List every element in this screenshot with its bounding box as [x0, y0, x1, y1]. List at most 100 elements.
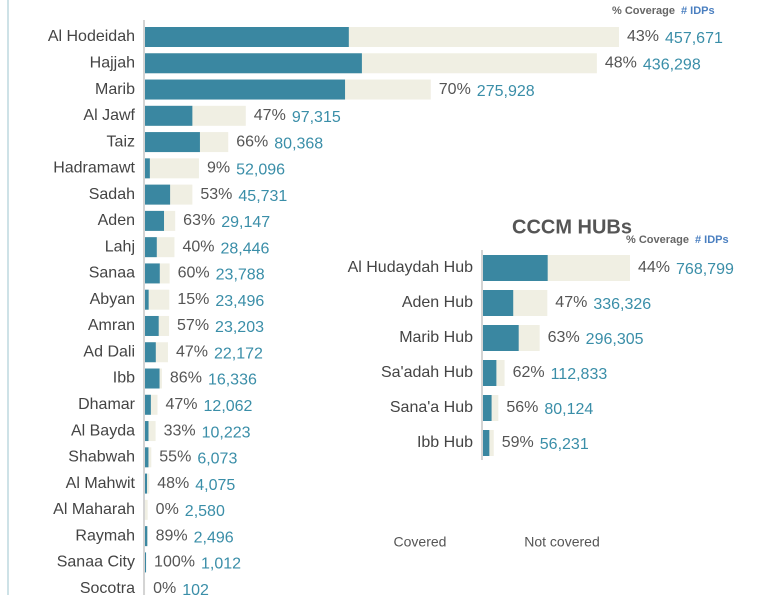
bar-covered [145, 421, 148, 441]
legend-label: Covered [394, 534, 447, 550]
idp-label: 80,368 [274, 135, 323, 152]
coverage-label: 48% [157, 475, 189, 492]
idp-label: 296,305 [586, 331, 644, 348]
idp-label: 97,315 [292, 109, 341, 126]
idp-label: 275,928 [477, 83, 535, 100]
coverage-label: 9% [207, 160, 230, 177]
idp-label: 112,833 [551, 366, 608, 383]
chart-title: CCCM HUBs [512, 216, 632, 238]
bar-covered [145, 369, 160, 389]
bar-covered [145, 474, 147, 494]
coverage-label: 100% [154, 554, 195, 571]
legend-label: Not covered [524, 534, 599, 550]
bar-covered [145, 158, 150, 178]
coverage-label: 66% [236, 133, 268, 150]
idp-label: 102 [182, 582, 209, 595]
category-label: Aden Hub [402, 294, 473, 311]
category-label: Socotra [80, 580, 135, 595]
idp-label: 80,124 [544, 401, 593, 418]
bar-covered [145, 27, 349, 47]
category-label: Sanaa [89, 265, 135, 282]
idp-label: 23,788 [216, 267, 265, 284]
idp-label: 457,671 [665, 30, 723, 47]
category-label: Aden [98, 212, 135, 229]
coverage-label: 0% [156, 501, 179, 518]
coverage-label: 33% [164, 422, 196, 439]
category-label: Amran [88, 317, 135, 334]
coverage-label: 86% [170, 370, 202, 387]
idp-label: 1,012 [201, 556, 241, 573]
idp-label: 6,073 [197, 451, 237, 468]
idp-label: 12,062 [204, 398, 253, 415]
bar-not-covered [145, 500, 148, 520]
category-label: Ibb [113, 370, 135, 387]
coverage-label: 43% [627, 28, 659, 45]
category-label: Sana'a Hub [390, 399, 473, 416]
idp-label: 45,731 [238, 188, 287, 205]
header-label: # IDPs [695, 234, 729, 246]
category-label: Al Hodeidah [48, 28, 135, 45]
bar-covered [145, 552, 146, 572]
bar-covered [145, 53, 362, 73]
coverage-label: 53% [200, 186, 232, 203]
bar-covered [145, 447, 148, 467]
coverage-label: 60% [178, 265, 210, 282]
category-label: Marib [95, 81, 135, 98]
bar-covered [145, 342, 156, 362]
idp-label: 28,446 [220, 240, 269, 257]
bar-covered [483, 430, 489, 456]
bar-covered [145, 80, 345, 100]
category-label: Shabwah [68, 449, 135, 466]
coverage-label: 40% [182, 238, 214, 255]
category-label: Sanaa City [57, 554, 135, 571]
coverage-label: 47% [555, 294, 587, 311]
category-label: Lahj [105, 238, 135, 255]
category-label: Hadramawt [53, 160, 135, 177]
bar-covered [483, 255, 548, 281]
category-label: Al Bayda [71, 422, 135, 439]
idp-label: 56,231 [540, 436, 589, 453]
idp-label: 16,336 [208, 372, 257, 389]
category-label: Al Maharah [53, 501, 135, 518]
idp-label: 2,580 [185, 503, 225, 520]
idp-label: 2,496 [194, 529, 234, 546]
idp-label: 52,096 [236, 162, 285, 179]
category-label: Hajjah [90, 54, 135, 71]
bar-covered [145, 526, 147, 546]
category-label: Taiz [107, 133, 135, 150]
category-label: Sadah [89, 186, 135, 203]
idp-label: 436,298 [643, 56, 701, 73]
bar-covered [483, 325, 519, 351]
idp-label: 23,496 [215, 293, 264, 310]
coverage-label: 15% [177, 291, 209, 308]
category-label: Al Mahwit [66, 475, 136, 492]
coverage-label: 47% [165, 396, 197, 413]
category-label: Sa'adah Hub [381, 364, 473, 381]
idp-label: 10,223 [202, 424, 251, 441]
bar-covered [145, 132, 200, 152]
category-label: Abyan [90, 291, 135, 308]
header-label: % Coverage [626, 234, 689, 246]
coverage-label: 48% [605, 54, 637, 71]
coverage-label: 47% [176, 343, 208, 360]
bar-covered [145, 290, 149, 310]
category-label: Ibb Hub [417, 434, 473, 451]
idp-label: 22,172 [214, 345, 263, 362]
bar-covered [145, 237, 157, 257]
idp-label: 336,326 [593, 296, 651, 313]
bar-not-covered [145, 158, 199, 178]
coverage-label: 57% [177, 317, 209, 334]
coverage-label: 55% [159, 449, 191, 466]
coverage-label: 59% [502, 434, 534, 451]
category-label: Dhamar [78, 396, 136, 413]
bar-covered [145, 395, 151, 415]
bar-covered [483, 360, 496, 386]
category-label: Al Hudaydah Hub [348, 259, 474, 276]
bar-covered [145, 316, 159, 336]
header-label: # IDPs [681, 5, 715, 17]
bar-covered [483, 395, 492, 421]
bar-covered [145, 106, 192, 126]
coverage-label: 70% [439, 81, 471, 98]
category-label: Ad Dali [83, 343, 135, 360]
header-label: % Coverage [612, 5, 675, 17]
